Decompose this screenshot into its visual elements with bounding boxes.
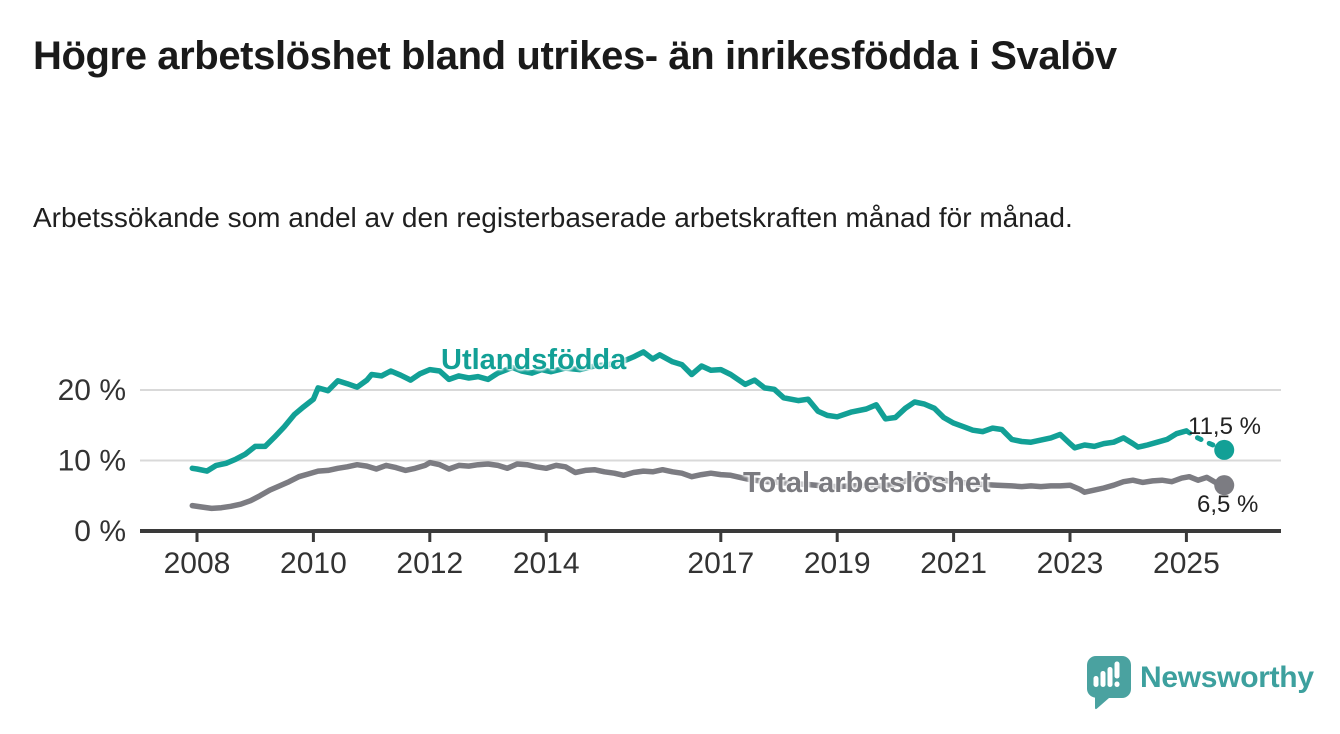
end-value-total-arbetsloshet: 6,5 % [1197,491,1259,518]
x-axis-label-2025: 2025 [1153,547,1220,580]
page-subtitle: Arbetssökande som andel av den registerb… [33,202,1073,233]
end-value-utlandsfodda: 11,5 % [1188,413,1261,440]
bar-chart-bar-3 [1107,667,1113,687]
exclamation-dot [1114,681,1120,687]
x-axis-label-2012: 2012 [396,547,463,580]
x-axis-label-2019: 2019 [804,547,871,580]
page-title: Högre arbetslöshet bland utrikes- än inr… [33,34,1117,78]
y-axis-label-20: 20 % [58,374,126,407]
x-axis-label-2008: 2008 [164,547,231,580]
y-axis-label-10: 10 % [58,445,126,478]
x-axis-label-2014: 2014 [513,547,580,580]
series-line-dashed-tail-0 [1183,428,1227,453]
series-line-0 [189,349,1190,474]
y-axis-label-0: 0 % [74,515,126,548]
x-axis-label-2017: 2017 [687,547,754,580]
brand-name: Newsworthy [1140,661,1314,694]
series-label-total-arbetsloshet: Total arbetslöshet [743,467,991,499]
x-axis-label-2021: 2021 [920,547,987,580]
exclamation-stem [1114,661,1120,679]
series-line-1 [189,459,1227,512]
series-label-utlandsfodda: Utlandsfödda [441,344,627,376]
x-axis-label-2010: 2010 [280,547,347,580]
newsworthy-logo: Newsworthy [1086,656,1340,712]
newsworthy-logo-icon [1087,656,1131,710]
bar-chart-bar-2 [1100,671,1106,687]
unemployment-line-chart: 0 % 10 % 20 % 2008 2010 2012 2014 2017 2019 2021 2… [58,349,1281,580]
bar-chart-bar-1 [1093,676,1099,687]
end-dot-0 [1214,439,1235,460]
x-axis-label-2023: 2023 [1037,547,1104,580]
end-dot-1 [1214,475,1235,496]
